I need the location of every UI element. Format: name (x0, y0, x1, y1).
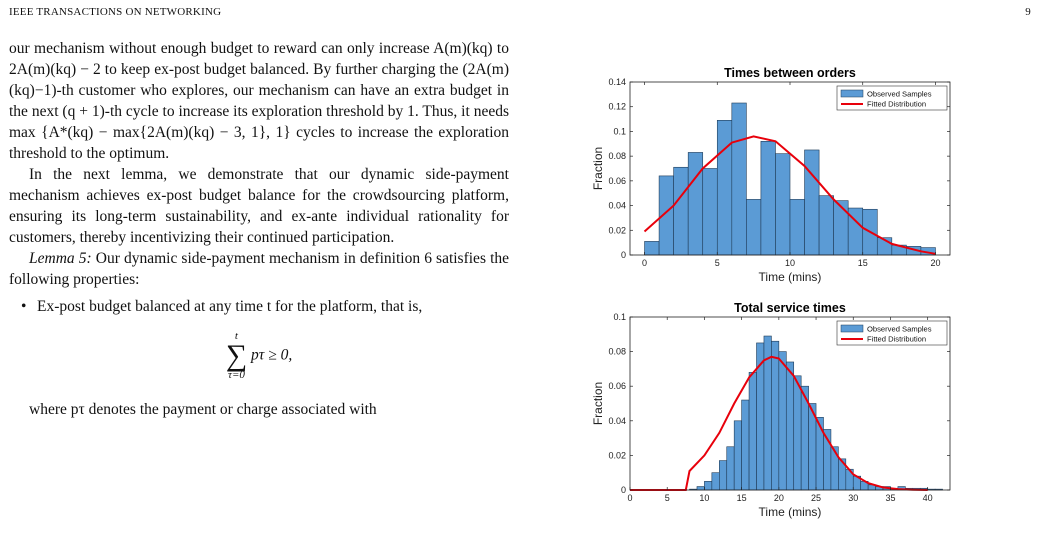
equation-sum: t ∑ τ=0 pτ ≥ 0, (9, 331, 509, 391)
x-tick-label: 40 (923, 493, 933, 503)
y-tick-label: 0.08 (608, 151, 626, 161)
y-tick-label: 0 (621, 485, 626, 495)
chart-times-between-orders: 0 5 10 15 20 0 0.02 0.04 0.06 0.08 0.1 0.12 0.14 Time… (591, 66, 951, 284)
x-tick-label: 0 (642, 258, 647, 268)
sigma-symbol: ∑ (225, 339, 248, 372)
legend-label-fitted: Fitted Distribution (867, 100, 926, 109)
histogram-bar (702, 168, 718, 256)
x-tick-label: 30 (848, 493, 858, 503)
x-tick-label: 10 (785, 258, 795, 268)
sum-operator: t ∑ τ=0 (226, 331, 247, 381)
legend-swatch-observed (840, 324, 864, 333)
histogram-bar (746, 199, 762, 256)
paragraph-last: where pτ denotes the payment or charge a… (29, 401, 377, 418)
histogram-bar (789, 199, 805, 256)
legend-label-fitted: Fitted Distribution (867, 335, 926, 344)
y-tick-label: 0.02 (608, 225, 626, 235)
x-tick-label: 15 (737, 493, 747, 503)
y-tick-label: 0.04 (608, 201, 626, 211)
y-tick-label: 0.1 (613, 126, 626, 136)
lemma-body: Our dynamic side-payment mechanism in de… (9, 250, 510, 288)
histogram-bar (687, 152, 704, 256)
legend-swatch-observed (840, 89, 864, 98)
y-tick-label: 0.02 (608, 450, 626, 460)
y-tick-label: 0.14 (608, 77, 626, 87)
histogram-bar (830, 446, 839, 491)
page-number: 9 (1025, 6, 1031, 18)
y-tick-label: 0 (621, 250, 626, 260)
histogram-bar (733, 420, 742, 491)
axes-box (629, 316, 951, 491)
figure-panel: 0 5 10 15 20 0 0.02 0.04 0.06 0.08 0.1 0.12 0.14 Time… (590, 60, 970, 530)
histogram-bar (818, 195, 834, 256)
x-tick-label: 20 (930, 258, 940, 268)
histogram-bar (793, 375, 802, 491)
y-tick-label: 0.04 (608, 416, 626, 426)
x-axis-label: Time (mins) (759, 505, 822, 519)
histogram-bar (673, 166, 689, 256)
histogram-bar (731, 102, 747, 256)
histogram-bar (815, 417, 824, 491)
paragraph-2: In the next lemma, we demonstrate that o… (9, 166, 509, 246)
histogram-bar (696, 486, 705, 491)
histogram-bar (748, 372, 757, 491)
histogram-bar (785, 361, 795, 491)
y-tick-label: 0.1 (613, 312, 626, 322)
chart-title: Total service times (734, 301, 846, 315)
y-tick-label: 0.08 (608, 347, 626, 357)
histogram-bar (775, 153, 791, 256)
y-tick-label: 0.12 (608, 102, 626, 112)
paragraph-1: our mechanism without enough budget to r… (9, 40, 509, 162)
histogram-bar (704, 481, 713, 491)
x-tick-label: 5 (665, 493, 670, 503)
sum-upper-limit: t (234, 330, 238, 342)
histogram-bar (760, 141, 776, 256)
histogram-bar (719, 460, 728, 491)
x-tick-label: 0 (627, 493, 632, 503)
x-tick-label: 5 (715, 258, 720, 268)
x-tick-label: 25 (811, 493, 821, 503)
y-axis-label: Fraction (591, 147, 605, 190)
histogram-bar (711, 472, 720, 491)
bullet-budget-balance: Ex-post budget balanced at any time t fo… (9, 296, 509, 317)
histogram-bar (771, 340, 780, 491)
running-header: IEEE TRANSACTIONS ON NETWORKING 9 (9, 6, 1031, 18)
sum-body: pτ ≥ 0, (251, 346, 293, 364)
histogram-bar (804, 149, 820, 256)
lemma-5: Lemma 5: Our dynamic side-payment mechan… (9, 248, 509, 290)
histogram-bar (833, 200, 849, 256)
legend-label-observed: Observed Samples (867, 325, 932, 334)
histogram-bar (778, 351, 787, 491)
y-tick-label: 0.06 (608, 176, 626, 186)
legend-label-observed: Observed Samples (867, 90, 932, 99)
histogram-bar (716, 120, 733, 256)
fitted-distribution-line (630, 355, 928, 491)
chart-title: Times between orders (724, 66, 856, 80)
x-tick-label: 35 (885, 493, 895, 503)
x-tick-label: 15 (858, 258, 868, 268)
lemma-label: Lemma 5: (29, 250, 92, 267)
x-tick-label: 10 (699, 493, 709, 503)
histogram-bar (741, 399, 750, 491)
sum-lower-limit: τ=0 (228, 369, 245, 381)
x-axis-label: Time (mins) (759, 270, 822, 284)
text-column: our mechanism without enough budget to r… (9, 38, 509, 420)
y-tick-label: 0.06 (608, 381, 626, 391)
journal-name: IEEE TRANSACTIONS ON NETWORKING (9, 6, 222, 18)
x-tick-label: 20 (774, 493, 784, 503)
chart-total-service-times: 0 5 10 15 20 25 30 35 40 0 0.02 0.04 0.06 0.08 0.1 Tota… (591, 301, 951, 519)
legend-box (836, 320, 948, 346)
y-axis-label: Fraction (591, 382, 605, 425)
histogram-bar (644, 241, 660, 256)
histogram-bar (726, 446, 735, 491)
fitted-distribution-line (643, 135, 936, 255)
